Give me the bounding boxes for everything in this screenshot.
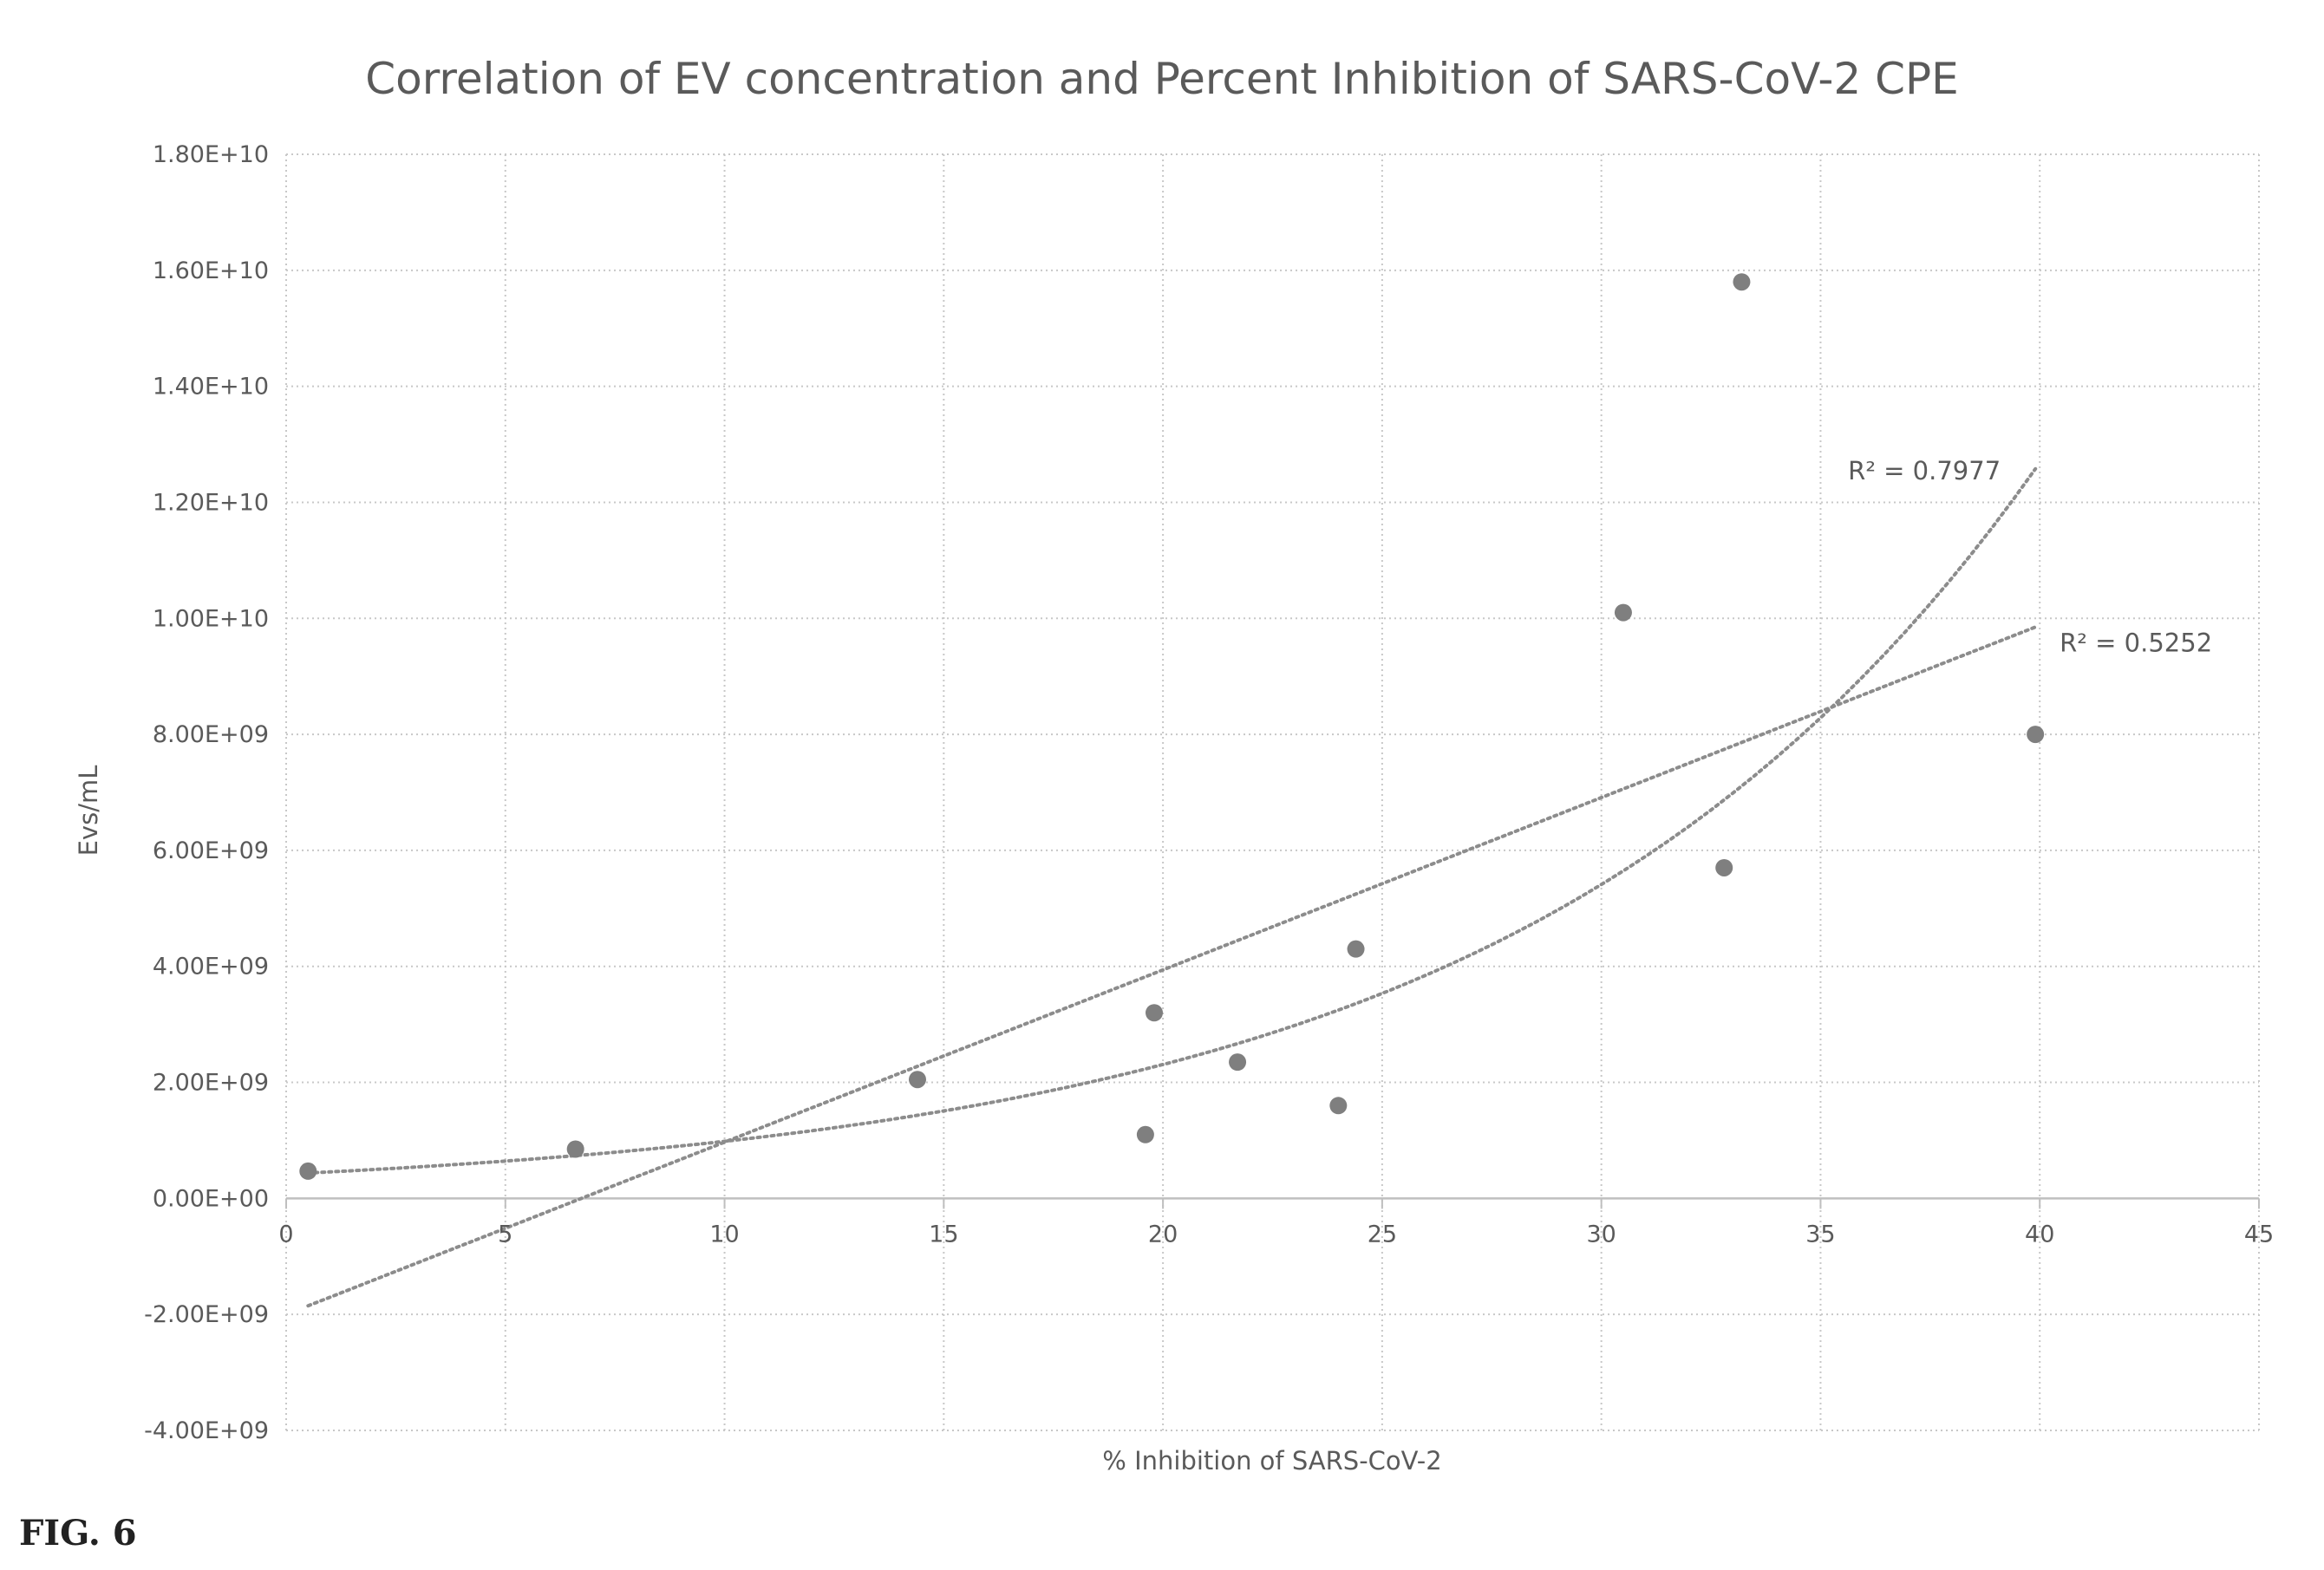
labels: Correlation of EV concentration and Perc… — [74, 54, 2274, 1476]
x-tick-label: 45 — [2244, 1221, 2274, 1248]
data-point — [1733, 273, 1751, 291]
grid — [285, 153, 2260, 1431]
y-tick-label: 1.20E+10 — [153, 489, 269, 516]
y-tick-label: 6.00E+09 — [153, 837, 269, 864]
y-tick-label: 1.80E+10 — [153, 141, 269, 168]
y-axis-title: Evs/mL — [74, 765, 103, 857]
x-tick-label: 10 — [709, 1221, 739, 1248]
y-tick-label: 2.00E+09 — [153, 1070, 269, 1097]
x-tick-label: 35 — [1805, 1221, 1835, 1248]
y-tick-label: 8.00E+09 — [153, 721, 269, 748]
y-tick-label: 1.60E+10 — [153, 257, 269, 284]
data-point — [909, 1071, 926, 1089]
r2-label-linear: R² = 0.5252 — [2060, 628, 2212, 657]
data-point — [1146, 1004, 1163, 1022]
linear-trendline — [306, 625, 2038, 1308]
x-tick-label: 20 — [1148, 1221, 1178, 1248]
x-tick-label: 25 — [1368, 1221, 1397, 1248]
figure-caption: FIG. 6 — [19, 1513, 137, 1554]
trendlines — [306, 466, 2038, 1308]
data-point — [1136, 1125, 1154, 1143]
y-tick-label: 1.40E+10 — [153, 374, 269, 401]
x-tick-label: 5 — [498, 1221, 512, 1248]
x-tick-label: 0 — [278, 1221, 293, 1248]
y-tick-label: -4.00E+09 — [144, 1417, 269, 1444]
data-point — [1329, 1097, 1348, 1115]
r2-label-exponential: R² = 0.7977 — [1848, 456, 2001, 485]
data-point — [1614, 603, 1632, 622]
x-axis-title: % Inhibition of SARS-CoV-2 — [1102, 1446, 1441, 1476]
data-point — [566, 1140, 584, 1158]
data-point — [2027, 726, 2045, 744]
y-tick-label: -2.00E+09 — [144, 1301, 269, 1328]
chart: Correlation of EV concentration and Perc… — [74, 54, 2274, 1476]
y-tick-label: 1.00E+10 — [153, 605, 269, 632]
x-tick-label: 30 — [1586, 1221, 1616, 1248]
data-point — [1347, 940, 1365, 958]
axes — [285, 1197, 2260, 1209]
data-point — [1229, 1053, 1247, 1072]
chart-title: Correlation of EV concentration and Perc… — [365, 54, 1959, 104]
data-point — [299, 1162, 317, 1180]
x-tick-label: 40 — [2025, 1221, 2054, 1248]
data-point — [1715, 858, 1733, 876]
data-points — [299, 273, 2045, 1180]
y-tick-label: 4.00E+09 — [153, 954, 269, 980]
y-tick-label: 0.00E+00 — [153, 1185, 269, 1212]
x-tick-label: 15 — [929, 1221, 958, 1248]
exponential-trendline — [306, 466, 2038, 1175]
